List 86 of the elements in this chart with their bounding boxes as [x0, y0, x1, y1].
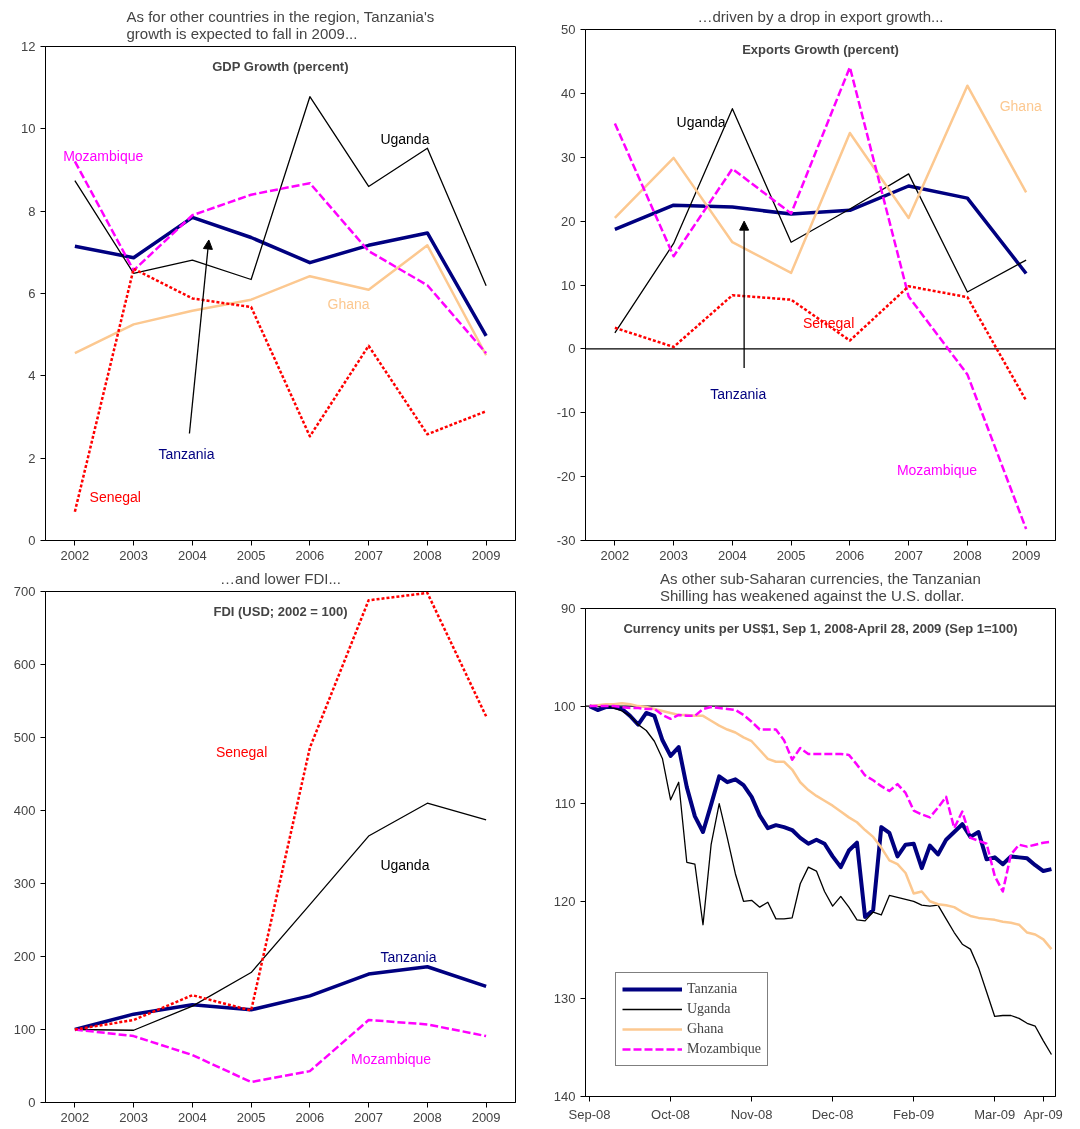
y-tick-label: 10 [561, 277, 576, 293]
y-tick-label: 140 [553, 1089, 576, 1104]
x-tick-label: 2003 [659, 547, 689, 563]
x-tick-label: Dec-08 [811, 1106, 854, 1122]
x-tick-label: 2007 [894, 547, 924, 563]
y-tick-label: 0 [28, 533, 36, 548]
x-tick-label: 2008 [412, 1109, 442, 1125]
y-tick-label: 30 [561, 149, 576, 165]
x-tick-label: Sep-08 [568, 1106, 611, 1122]
y-tick-label: 50 [561, 22, 576, 37]
y-tick-label: 300 [13, 876, 36, 891]
x-tick-label: 2006 [835, 547, 865, 563]
x-tick-label: Feb-09 [893, 1106, 935, 1122]
series-label: Tanzania [380, 948, 437, 965]
legend-label: Tanzania [687, 981, 738, 997]
y-tick-label: 0 [568, 341, 576, 357]
x-tick-label: Nov-08 [730, 1106, 773, 1122]
y-tick-label: 100 [13, 1022, 36, 1037]
text: GDP Growth (percent) [212, 58, 349, 74]
chart-title: As other sub-Saharan currencies, the Tanzanian Shilling has weakened against the U.S. dollar. [659, 569, 981, 604]
y-tick-label: 2 [28, 450, 36, 466]
y-tick-label: -20 [556, 469, 576, 485]
x-tick-label: 2007 [354, 1109, 384, 1125]
x-tick-label: 2003 [119, 547, 149, 563]
x-tick-label: 2007 [354, 547, 384, 563]
series-label: Uganda [380, 857, 430, 874]
x-tick-label: 2002 [600, 547, 630, 563]
series-label: Senegal [89, 489, 141, 506]
y-tick-label: 10 [21, 121, 36, 137]
text: Tanzania [158, 446, 215, 463]
x-tick-label: Mar-09 [974, 1106, 1016, 1122]
y-tick-label: 6 [28, 286, 36, 301]
text: Senegal [215, 744, 268, 761]
y-tick-label: 110 [554, 796, 576, 812]
y-tick-label: 500 [13, 730, 36, 745]
x-tick-label: Apr-09 [1023, 1106, 1063, 1122]
x-tick-label: 2006 [295, 547, 325, 563]
y-tick-label: 20 [561, 213, 576, 229]
text: Tanzania [710, 385, 767, 402]
y-tick-label: -30 [556, 533, 576, 548]
y-tick-label: 4 [28, 368, 36, 384]
y-tick-label: 0 [28, 1095, 36, 1110]
y-tick-label: 100 [553, 698, 576, 714]
y-tick-label: -10 [556, 405, 576, 421]
x-tick-label: 2006 [295, 1109, 325, 1125]
x-tick-label: Oct-08 [651, 1106, 691, 1122]
series-label: Mozambique [63, 147, 144, 164]
x-tick-label: 2005 [236, 547, 266, 563]
x-tick-label: 2005 [776, 547, 806, 563]
series-label: Mozambique [896, 462, 978, 479]
text: Exports Growth (percent) [742, 42, 899, 58]
y-tick-label: 120 [553, 893, 576, 909]
text: FDI (USD; 2002 = 100) [213, 604, 348, 620]
x-tick-label: 2005 [236, 1109, 266, 1125]
y-tick-label: 200 [13, 949, 36, 964]
chart-title: …and lower FDI... [220, 569, 341, 587]
y-tick-label: 12 [21, 39, 36, 54]
legend-label: Mozambique [687, 1041, 761, 1057]
x-tick-label: 2002 [60, 547, 90, 563]
chart-title: As for other countries in the region, Tanzania's growth is expected to fall in 2009... [126, 7, 435, 42]
series-label: Uganda [676, 114, 726, 131]
x-tick-label: 2002 [60, 1109, 90, 1125]
y-tick-label: 8 [28, 203, 36, 219]
y-tick-label: 400 [13, 803, 36, 818]
text: Currency units per US$1, Sep 1, 2008-April 28, 2009 (Sep 1=100) [623, 620, 1018, 636]
legend-label: Uganda [687, 1001, 731, 1017]
series-label: Uganda [380, 131, 430, 148]
x-tick-label: 2009 [1011, 547, 1041, 563]
y-tick-label: 40 [561, 85, 576, 101]
y-tick-label: 130 [553, 991, 576, 1007]
y-tick-label: 90 [561, 601, 576, 616]
x-tick-label: 2004 [177, 547, 207, 563]
x-tick-label: 2008 [412, 547, 442, 563]
y-tick-label: 600 [13, 657, 36, 672]
series-label: Ghana [327, 295, 370, 312]
chart-title: …driven by a drop in export growth... [697, 7, 944, 25]
x-tick-label: 2009 [471, 1109, 501, 1125]
y-tick-label: 700 [13, 584, 36, 599]
x-tick-label: 2004 [177, 1109, 207, 1125]
series-label: Ghana [999, 98, 1042, 115]
x-tick-label: 2009 [471, 547, 501, 563]
x-tick-label: 2004 [717, 547, 747, 563]
x-tick-label: 2008 [952, 547, 982, 563]
legend-label: Ghana [687, 1021, 724, 1037]
x-tick-label: 2003 [119, 1109, 149, 1125]
series-label: Mozambique [351, 1050, 432, 1067]
